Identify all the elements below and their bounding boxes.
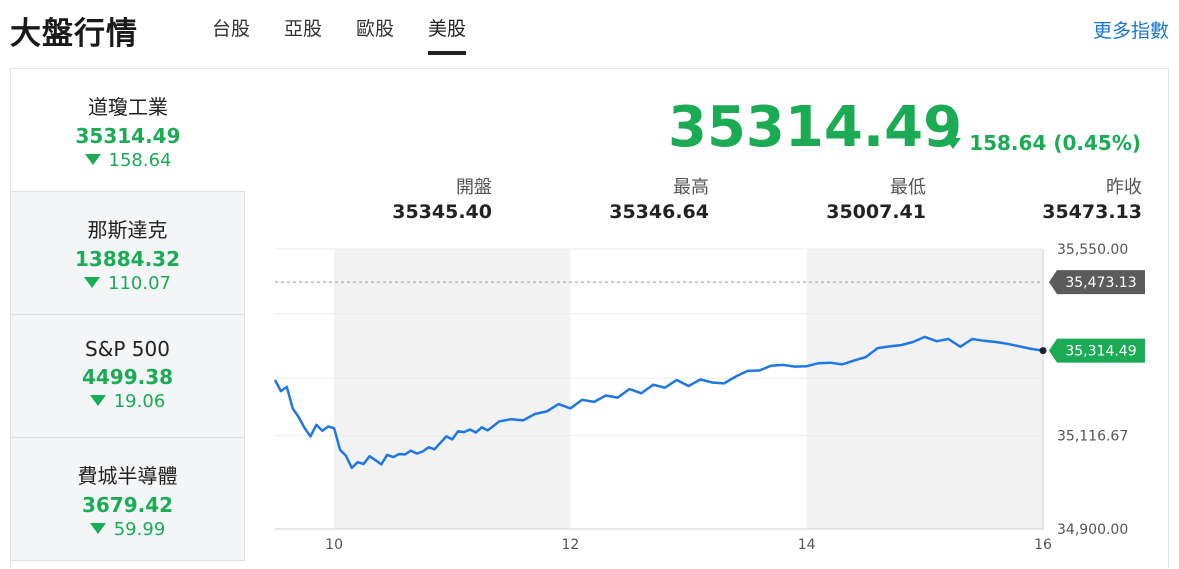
- stat-label: 最高: [673, 177, 709, 198]
- tab-europe[interactable]: 歐股: [356, 18, 395, 40]
- index-change-value: 19.06: [113, 391, 166, 412]
- shaded-band: [334, 249, 571, 529]
- y-tick-label: 35,116.67: [1057, 429, 1128, 445]
- market-panel: 道瓊工業 35314.49 158.64 那斯達克 13884.32 110.0…: [10, 68, 1169, 568]
- more-indices-link[interactable]: 更多指數: [1092, 20, 1169, 42]
- last-price-tag-bg: [1049, 338, 1145, 363]
- x-tick-label: 16: [1034, 537, 1052, 553]
- stat-label: 開盤: [456, 177, 492, 198]
- index-sidebar: 道瓊工業 35314.49 158.64 那斯達克 13884.32 110.0…: [11, 69, 246, 569]
- tab-asia[interactable]: 亞股: [284, 18, 323, 40]
- x-tick-label: 12: [561, 537, 579, 553]
- last-price-tag: 35,314.49: [1065, 344, 1136, 360]
- page-title: 大盤行情: [10, 16, 138, 52]
- market-tabs: 台股 亞股 歐股 美股: [212, 14, 500, 55]
- stat-label: 昨收: [1106, 177, 1142, 198]
- stat-label: 最低: [890, 177, 926, 198]
- shaded-band: [806, 249, 1043, 529]
- stat-value: 35345.40: [392, 201, 492, 223]
- stat-value: 35346.64: [609, 201, 709, 223]
- sidebar-item-sox[interactable]: 費城半導體 3679.42 59.99: [11, 438, 245, 561]
- x-tick-label: 14: [798, 537, 816, 553]
- tab-tw[interactable]: 台股: [212, 18, 251, 40]
- y-tick-label: 34,900.00: [1057, 522, 1128, 538]
- index-change: 158.64: [11, 150, 245, 171]
- index-name: S&P 500: [85, 337, 170, 361]
- index-name: 費城半導體: [77, 464, 178, 488]
- dow-series-line: [273, 335, 1044, 470]
- intraday-chart: 35,550.00 35,116.67 34,900.00 10 12 14 16 35,47…: [273, 242, 1145, 553]
- index-change: 110.07: [11, 273, 244, 294]
- stat-prev-close: 昨收 35473.13: [1002, 173, 1142, 223]
- index-name: 那斯達克: [87, 218, 168, 242]
- index-price: 13884.32: [74, 247, 180, 271]
- index-change: 59.99: [11, 519, 244, 540]
- index-price: 3679.42: [81, 493, 174, 517]
- down-triangle-icon: [945, 138, 962, 149]
- tab-us[interactable]: 美股: [428, 14, 467, 55]
- stat-low: 最低 35007.41: [786, 173, 926, 223]
- index-price: 35314.49: [75, 124, 181, 148]
- index-change: 19.06: [11, 391, 244, 412]
- prev-close-tag: 35,473.13: [1065, 275, 1136, 291]
- stat-value: 35473.13: [1042, 201, 1142, 223]
- index-change-value: 110.07: [108, 273, 171, 294]
- index-change-value: 59.99: [113, 519, 166, 540]
- sidebar-item-dow[interactable]: 道瓊工業 35314.49 158.64: [11, 69, 245, 192]
- sidebar-item-nasdaq[interactable]: 那斯達克 13884.32 110.07: [11, 192, 245, 315]
- down-triangle-icon: [89, 523, 106, 534]
- stat-open: 開盤 35345.40: [352, 173, 492, 223]
- price-change-value: 158.64 (0.45%): [969, 131, 1141, 155]
- sidebar-item-sp500[interactable]: S&P 500 4499.38 19.06: [11, 315, 245, 438]
- price-change: 158.64 (0.45%): [945, 131, 1141, 155]
- down-triangle-icon: [84, 154, 101, 165]
- index-name: 道瓊工業: [88, 95, 168, 119]
- stat-value: 35007.41: [826, 201, 926, 223]
- stat-high: 最高 35346.64: [569, 173, 709, 223]
- prev-close-tag-bg: [1049, 270, 1145, 295]
- x-tick-label: 10: [325, 537, 343, 553]
- last-point: [1039, 347, 1047, 355]
- y-tick-label: 35,550.00: [1057, 242, 1128, 258]
- down-triangle-icon: [89, 395, 106, 406]
- index-price: 4499.38: [81, 365, 174, 389]
- current-price: 35314.49: [668, 95, 963, 160]
- index-change-value: 158.64: [108, 150, 172, 171]
- down-triangle-icon: [84, 277, 100, 288]
